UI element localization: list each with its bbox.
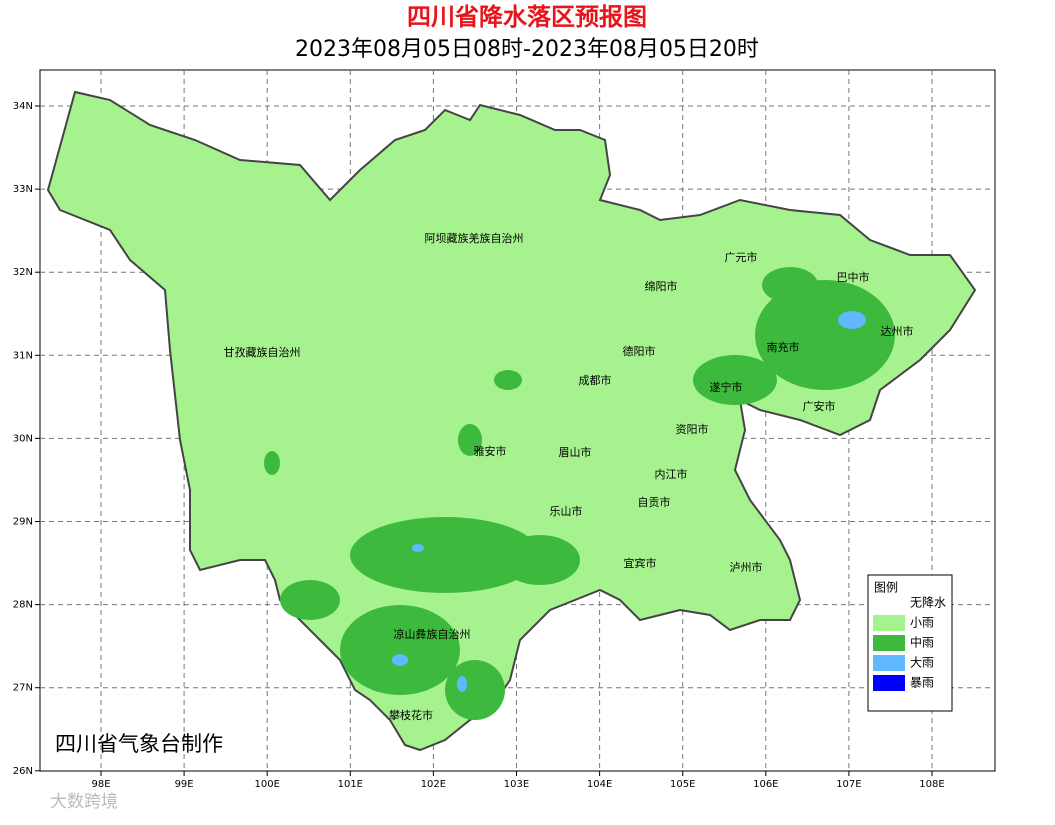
region-label: 广安市 — [803, 399, 836, 413]
lon-label: 108E — [919, 779, 944, 790]
lat-label: 26N — [13, 766, 33, 777]
legend-swatch — [873, 595, 905, 611]
region-label: 眉山市 — [559, 445, 592, 459]
region-label: 南充市 — [767, 340, 800, 354]
lon-label: 100E — [254, 779, 279, 790]
region-label: 泸州市 — [730, 560, 763, 574]
lat-label: 34N — [13, 101, 33, 112]
region-label: 阿坝藏族羌族自治州 — [425, 231, 524, 245]
legend-label: 小雨 — [910, 616, 934, 630]
region-label: 遂宁市 — [710, 380, 743, 394]
region-label: 乐山市 — [550, 504, 583, 518]
lat-label: 27N — [13, 683, 33, 694]
legend-label: 中雨 — [910, 635, 934, 650]
region-label: 达州市 — [881, 324, 914, 338]
region-label: 凉山彝族自治州 — [394, 627, 471, 641]
lon-label: 103E — [504, 779, 529, 790]
legend-swatch — [873, 655, 905, 671]
region-label: 绵阳市 — [645, 279, 678, 293]
lon-label: 101E — [338, 779, 363, 790]
legend-swatch — [873, 615, 905, 631]
lon-label: 106E — [753, 779, 778, 790]
watermark: 大数跨境 — [50, 792, 118, 812]
lat-label: 32N — [13, 267, 33, 278]
legend-label: 大雨 — [910, 656, 934, 670]
credit: 四川省气象台制作 — [55, 732, 223, 756]
subtitle: 2023年08月05日08时-2023年08月05日20时 — [295, 37, 759, 62]
legend-label: 无降水 — [910, 596, 946, 610]
lon-label: 102E — [421, 779, 446, 790]
region-label: 攀枝花市 — [389, 708, 433, 722]
region-label: 内江市 — [655, 467, 688, 481]
lat-label: 33N — [13, 184, 33, 195]
legend-title: 图例 — [874, 581, 898, 595]
region-label: 雅安市 — [474, 444, 507, 458]
moderate-rain-areas — [264, 267, 895, 720]
lat-label: 28N — [13, 600, 33, 611]
lat-label: 29N — [13, 517, 33, 528]
legend-swatch — [873, 635, 905, 651]
region-label: 巴中市 — [837, 270, 870, 284]
lon-label: 99E — [175, 779, 194, 790]
legend-label: 暴雨 — [910, 676, 934, 690]
legend-swatch — [873, 675, 905, 691]
region-label: 资阳市 — [676, 422, 709, 436]
region-label: 甘孜藏族自治州 — [224, 345, 301, 359]
lat-label: 30N — [13, 433, 33, 444]
lon-label: 107E — [836, 779, 861, 790]
lon-label: 98E — [91, 779, 110, 790]
region-label: 自贡市 — [638, 495, 671, 509]
title: 四川省降水落区预报图 — [407, 3, 647, 31]
region-label: 德阳市 — [623, 344, 656, 358]
region-label: 宜宾市 — [624, 556, 657, 570]
heavy-rain-areas — [392, 311, 866, 692]
region-label: 成都市 — [579, 373, 612, 387]
lon-label: 104E — [587, 779, 612, 790]
region-label: 广元市 — [725, 250, 758, 264]
lat-label: 31N — [13, 350, 33, 361]
lon-label: 105E — [670, 779, 695, 790]
